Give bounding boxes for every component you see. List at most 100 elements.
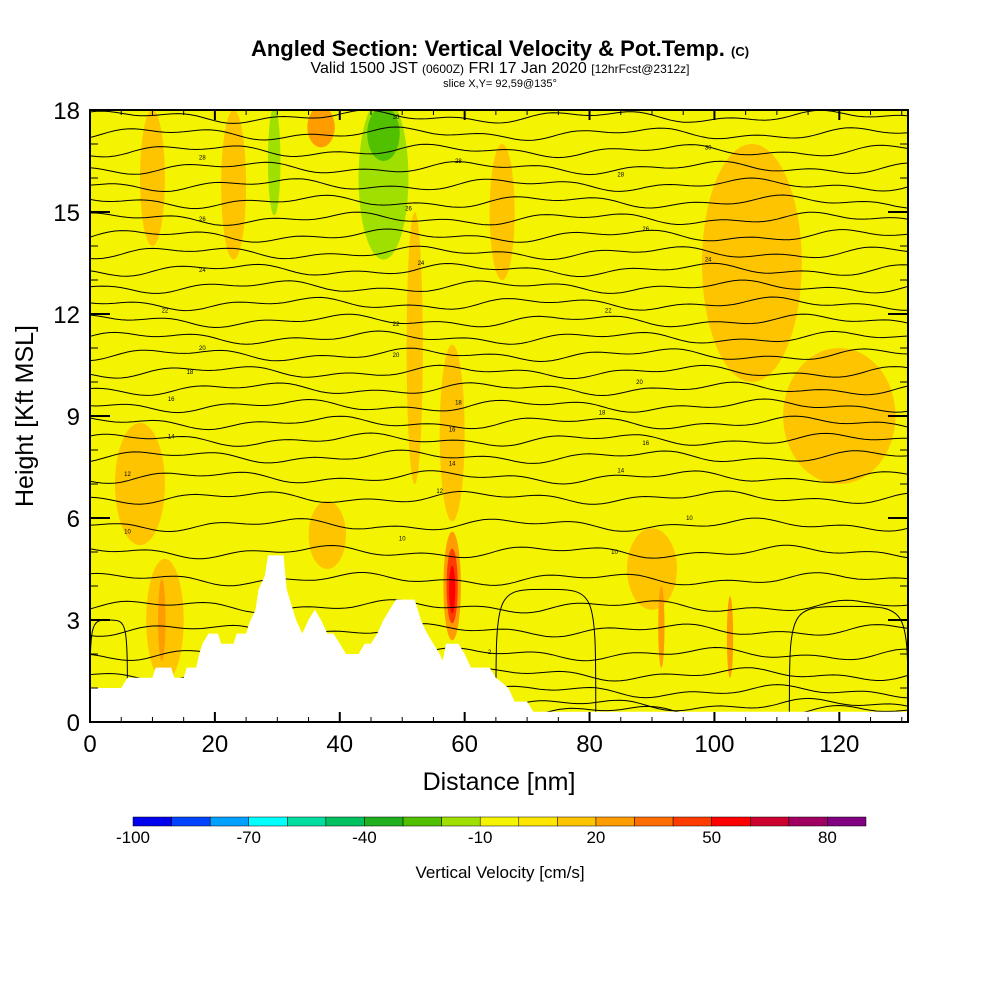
valid-date: FRI 17 Jan 2020 <box>468 60 587 77</box>
velocity-region-25 <box>627 528 677 610</box>
forecast-tag: [12hrFcst@2312z] <box>591 62 690 76</box>
colorbar-swatch-11 <box>557 816 597 827</box>
colorbar-swatch-5 <box>325 816 365 827</box>
velocity-region-27 <box>658 586 665 668</box>
colorbar-swatch-17 <box>788 816 828 827</box>
velocity-region-20 <box>783 348 896 484</box>
contour-label-12: 18 <box>187 370 194 376</box>
contour-label-26: 26 <box>642 227 649 233</box>
velocity-region-14 <box>139 110 165 246</box>
contour-labels: 1010101012121414141616161818182020202222… <box>124 115 712 656</box>
theta-contour-7 <box>90 572 908 587</box>
theta-contour-13 <box>90 432 908 447</box>
y-tick-label-0: 0 <box>67 710 80 737</box>
colorbar-swatch-1 <box>171 816 211 827</box>
theta-contour-5 <box>90 623 908 638</box>
contour-label-22: 24 <box>418 261 425 267</box>
contour-label-17: 20 <box>636 380 643 386</box>
contour-label-15: 20 <box>199 346 206 352</box>
y-tick-label-6: 18 <box>53 98 80 125</box>
velocity-region-21 <box>439 344 465 522</box>
velocity-region-31 <box>449 565 456 614</box>
axes: 0 20 40 60 80 100 120 0 3 6 9 12 15 18 <box>53 98 908 758</box>
colorbar-swatch-10 <box>518 816 558 827</box>
contour-label-5: 12 <box>436 489 443 495</box>
contour-label-23: 24 <box>705 258 712 264</box>
x-tick-label-6: 120 <box>819 731 859 758</box>
closed-contour-1 <box>495 588 597 712</box>
contour-label-21: 24 <box>199 268 206 274</box>
contour-label-25: 26 <box>405 207 412 213</box>
theta-contour-14 <box>90 415 908 431</box>
chart-title-main: Angled Section: Vertical Velocity & Pot.… <box>250 36 725 61</box>
colorbar-swatch-6 <box>364 816 404 827</box>
chart-subtitle: Valid 1500 JST (0600Z) FRI 17 Jan 2020 [… <box>0 60 1000 78</box>
contour-label-3: 10 <box>686 516 693 522</box>
theta-contour-25 <box>90 228 908 243</box>
velocity-region-26 <box>158 579 166 661</box>
theta-contour-24 <box>90 245 908 261</box>
contour-label-6: 14 <box>168 434 175 440</box>
colorbar-tick-label-5: 50 <box>702 828 722 847</box>
theta-contour-31 <box>90 126 908 141</box>
chart-title: Angled Section: Vertical Velocity & Pot.… <box>0 36 1000 62</box>
valid-utc: (0600Z) <box>422 62 465 76</box>
colorbar-title: Vertical Velocity [cm/s] <box>415 863 585 882</box>
x-axis-label: Distance [nm] <box>423 768 576 796</box>
y-tick-label-4: 12 <box>53 302 80 329</box>
y-tick-label-3: 9 <box>67 404 80 431</box>
colorbar-tick-label-3: -10 <box>467 828 493 847</box>
theta-contour-29 <box>90 160 908 176</box>
contour-label-10: 16 <box>449 428 456 434</box>
terrain-mask <box>90 555 908 722</box>
contour-label-1: 10 <box>399 536 406 542</box>
contour-label-8: 14 <box>617 468 624 474</box>
theta-contour-20 <box>90 313 908 329</box>
theta-contour-8 <box>90 544 908 560</box>
contour-label-30: 30 <box>393 115 400 121</box>
contour-label-0: 10 <box>124 530 131 536</box>
velocity-region-28 <box>726 596 734 678</box>
theta-contour-21 <box>90 296 908 312</box>
contour-label-13: 18 <box>455 400 462 406</box>
theta-contour-28 <box>90 177 908 193</box>
colorbar-swatch-9 <box>479 816 520 827</box>
theta-contour-26 <box>90 211 908 226</box>
colorbar-tick-label-6: 80 <box>817 828 837 847</box>
y-tick-label-1: 3 <box>67 608 80 635</box>
contour-label-2: 10 <box>611 550 618 556</box>
y-axis-label: Height [Kft MSL] <box>11 325 39 507</box>
colorbar-tick-label-1: -70 <box>236 828 262 847</box>
slice-info: slice X,Y= 92,59@135° <box>443 78 557 90</box>
theta-contour-17 <box>90 364 908 380</box>
theta-contour-22 <box>90 279 908 294</box>
velocity-region-18 <box>489 144 515 280</box>
colorbar-swatch-2 <box>209 816 249 827</box>
colorbar-swatch-15 <box>711 816 751 827</box>
theta-contour-30 <box>90 143 908 159</box>
velocity-region-11 <box>595 283 609 379</box>
terrain <box>90 555 908 722</box>
x-tick-label-4: 80 <box>576 731 603 758</box>
valid-prefix: Valid 1500 JST <box>310 60 418 77</box>
velocity-region-12 <box>853 110 876 199</box>
colorbar <box>132 816 867 827</box>
colorbar-tick-label-0: -100 <box>115 828 151 847</box>
contour-label-18: 22 <box>162 309 169 315</box>
velocity-field <box>90 110 908 722</box>
colorbar-swatch-0 <box>132 816 172 827</box>
contour-label-14: 18 <box>599 411 606 417</box>
colorbar-tick-label-4: 20 <box>586 828 606 847</box>
y-tick-label-5: 15 <box>53 200 80 227</box>
theta-contour-15 <box>90 398 908 414</box>
theta-contour-10 <box>90 490 908 505</box>
colorbar-swatch-18 <box>827 816 867 827</box>
velocity-region-5 <box>367 110 400 161</box>
contour-label-11: 16 <box>642 441 649 447</box>
contour-label-24: 26 <box>199 217 206 223</box>
theta-contour-16 <box>90 381 908 397</box>
theta-contour-11 <box>90 470 908 485</box>
velocity-region-1 <box>267 110 281 216</box>
contour-label-16: 20 <box>393 353 400 359</box>
